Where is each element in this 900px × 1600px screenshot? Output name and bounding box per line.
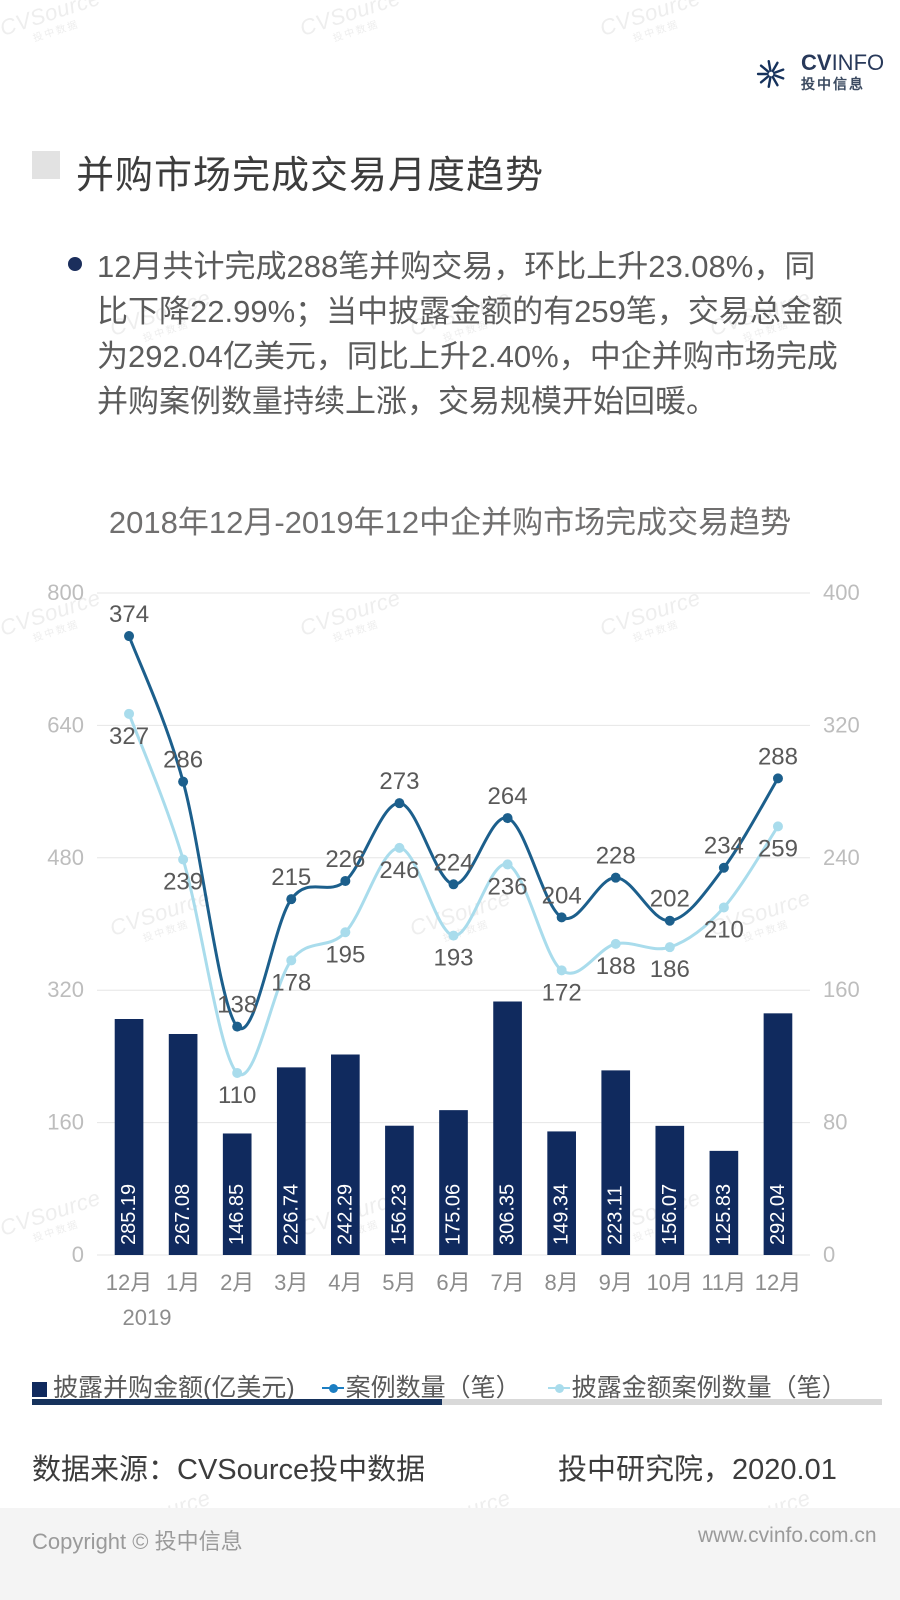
svg-text:149.34: 149.34	[551, 1184, 573, 1245]
svg-text:195: 195	[325, 941, 365, 968]
svg-text:160: 160	[823, 977, 860, 1002]
svg-text:11月: 11月	[701, 1270, 746, 1295]
svg-text:12月: 12月	[106, 1270, 152, 1295]
svg-text:12月: 12月	[755, 1270, 801, 1295]
svg-text:400: 400	[823, 580, 860, 605]
svg-text:236: 236	[488, 873, 528, 900]
svg-text:125.83: 125.83	[713, 1184, 735, 1245]
svg-text:7月: 7月	[490, 1270, 524, 1295]
svg-text:264: 264	[488, 783, 528, 810]
svg-text:480: 480	[47, 845, 84, 870]
svg-text:204: 204	[542, 882, 582, 909]
svg-text:80: 80	[823, 1110, 847, 1135]
svg-text:288: 288	[758, 743, 798, 770]
svg-text:320: 320	[823, 712, 860, 737]
svg-text:175.06: 175.06	[443, 1184, 465, 1245]
svg-text:273: 273	[379, 768, 419, 795]
svg-text:210: 210	[704, 916, 744, 943]
svg-text:156.07: 156.07	[659, 1184, 681, 1245]
svg-text:242.29: 242.29	[334, 1184, 356, 1245]
svg-text:234: 234	[704, 833, 744, 860]
svg-text:224: 224	[433, 849, 473, 876]
svg-text:138: 138	[217, 992, 257, 1019]
svg-text:228: 228	[596, 843, 636, 870]
svg-text:186: 186	[650, 956, 690, 983]
svg-text:156.23: 156.23	[388, 1184, 410, 1245]
svg-text:327: 327	[109, 723, 149, 750]
svg-text:374: 374	[109, 601, 149, 628]
svg-text:0: 0	[72, 1242, 84, 1267]
svg-text:160: 160	[47, 1110, 84, 1135]
svg-text:226.74: 226.74	[280, 1184, 302, 1245]
svg-text:10月: 10月	[647, 1270, 693, 1295]
svg-text:292.04: 292.04	[767, 1184, 789, 1245]
svg-text:0: 0	[823, 1242, 835, 1267]
svg-text:320: 320	[47, 977, 84, 1002]
svg-text:172: 172	[542, 979, 582, 1006]
svg-text:246: 246	[379, 857, 419, 884]
svg-text:178: 178	[271, 969, 311, 996]
svg-text:5月: 5月	[382, 1270, 416, 1295]
svg-text:259: 259	[758, 835, 798, 862]
svg-text:215: 215	[271, 864, 311, 891]
svg-text:8月: 8月	[545, 1270, 579, 1295]
svg-text:306.35: 306.35	[497, 1184, 519, 1245]
svg-text:202: 202	[650, 886, 690, 913]
svg-text:2019: 2019	[123, 1305, 172, 1330]
svg-text:267.08: 267.08	[172, 1184, 194, 1245]
svg-text:1月: 1月	[166, 1270, 200, 1295]
svg-text:223.11: 223.11	[605, 1185, 627, 1245]
svg-text:640: 640	[47, 712, 84, 737]
svg-text:2月: 2月	[220, 1270, 254, 1295]
svg-text:110: 110	[218, 1082, 256, 1109]
svg-text:285.19: 285.19	[118, 1184, 140, 1245]
svg-text:146.85: 146.85	[226, 1184, 248, 1245]
svg-text:286: 286	[163, 747, 203, 774]
svg-text:4月: 4月	[328, 1270, 362, 1295]
svg-text:240: 240	[823, 845, 860, 870]
svg-text:6月: 6月	[436, 1270, 470, 1295]
svg-text:226: 226	[325, 846, 365, 873]
svg-text:188: 188	[596, 953, 636, 980]
svg-text:239: 239	[163, 868, 203, 895]
svg-text:800: 800	[47, 580, 84, 605]
svg-text:9月: 9月	[599, 1270, 633, 1295]
svg-text:3月: 3月	[274, 1270, 308, 1295]
svg-text:193: 193	[433, 945, 473, 972]
